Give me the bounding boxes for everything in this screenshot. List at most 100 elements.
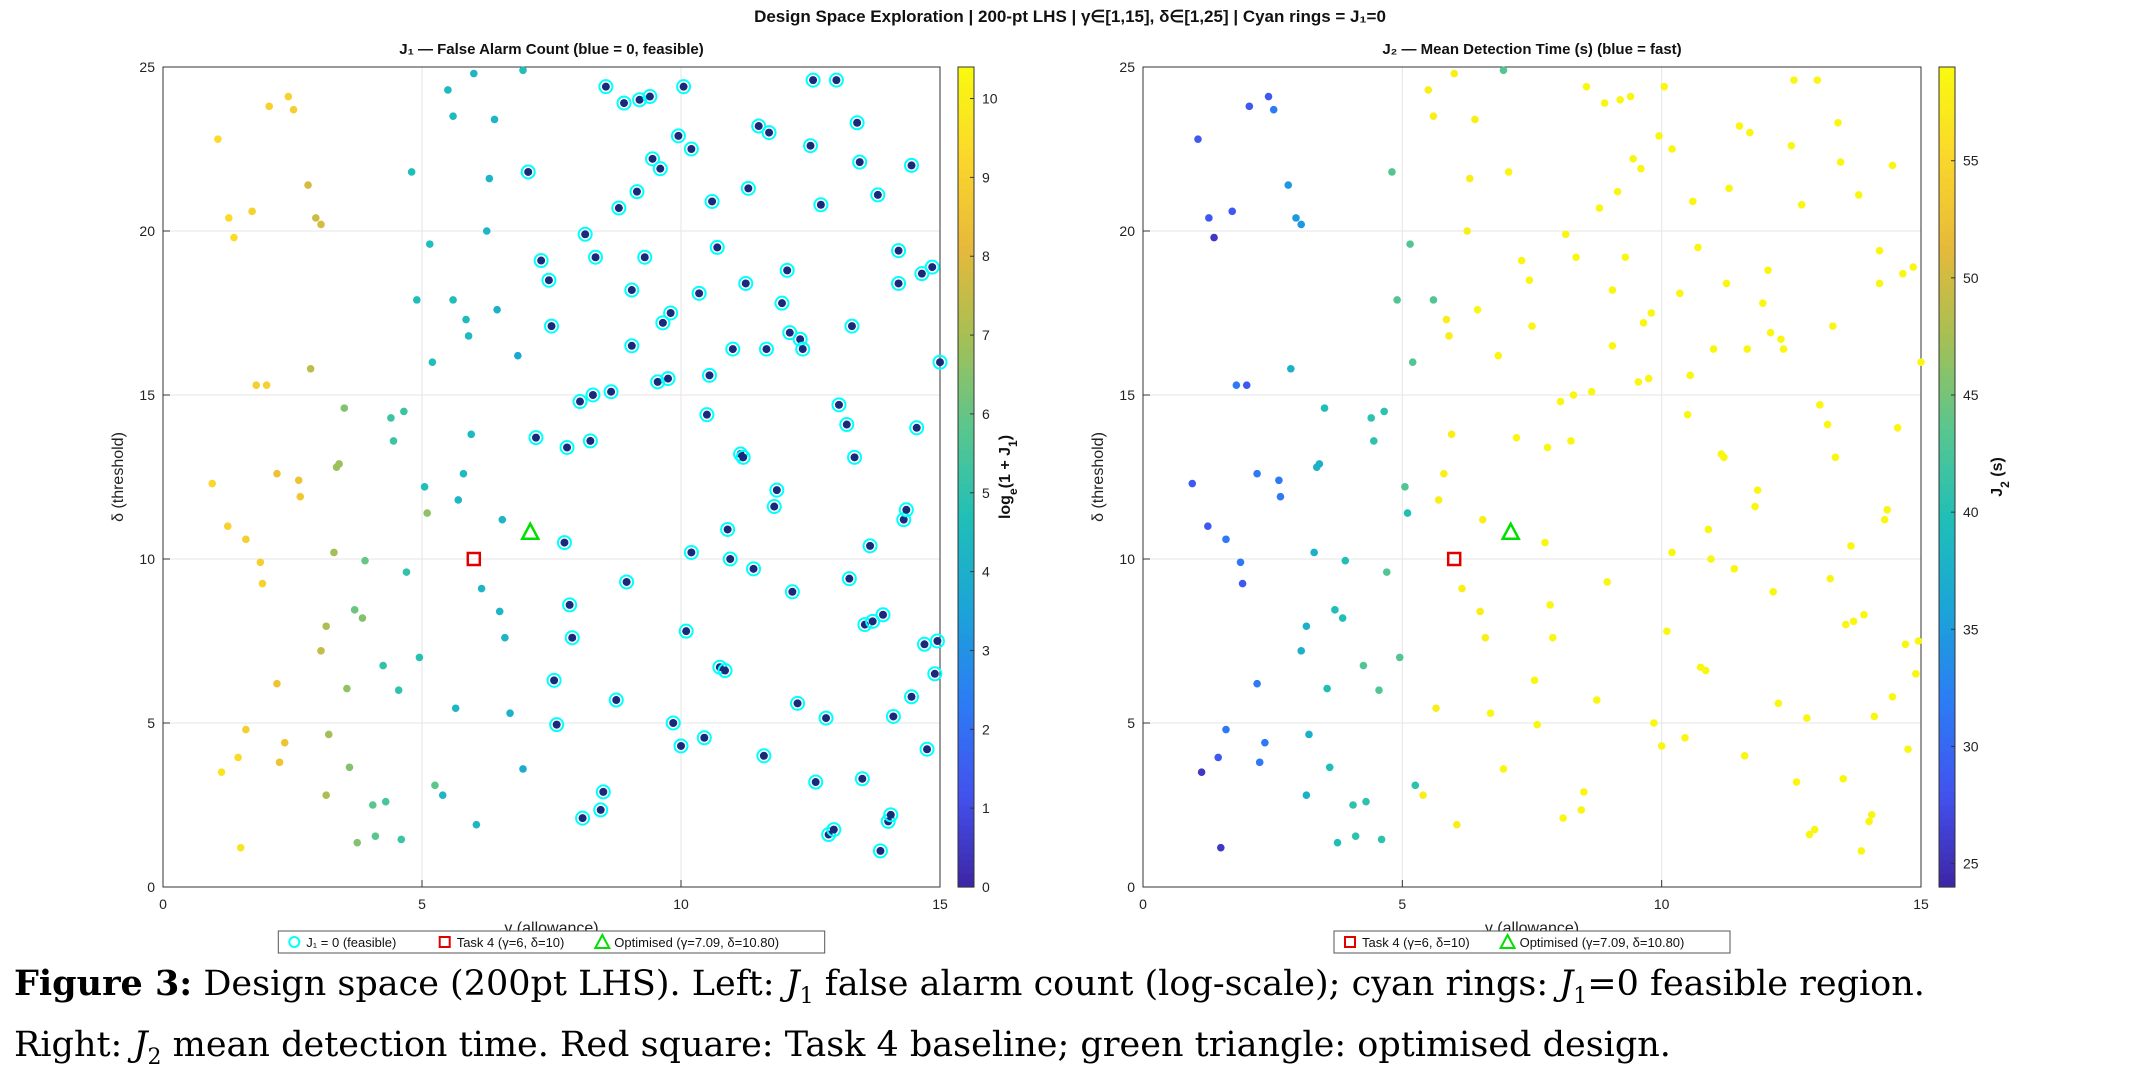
data-point — [343, 684, 351, 693]
legend: J₁ = 0 (feasible) Task 4 (γ=6, δ=10) Optim… — [277, 930, 826, 954]
data-point — [1567, 437, 1575, 445]
data-point — [280, 738, 289, 747]
colorbar-band — [1939, 108, 1955, 116]
feasible-ring — [595, 784, 611, 800]
colorbar-band — [1939, 87, 1955, 95]
colorbar-tick-label: 6 — [982, 406, 990, 422]
caption-j1: J — [785, 964, 800, 1004]
legend-box — [1333, 930, 1731, 954]
data-point — [1238, 579, 1247, 588]
colorbar-band — [958, 333, 974, 341]
x-tick-label: 15 — [932, 896, 948, 912]
data-point — [1463, 227, 1471, 235]
optimised-marker — [1500, 521, 1521, 541]
data-point — [1797, 200, 1806, 209]
data-point — [454, 496, 463, 504]
data-point — [501, 633, 509, 642]
feasible-ring — [735, 449, 751, 465]
colorbar-band — [958, 67, 974, 75]
colorbar-band — [1939, 333, 1955, 341]
data-point — [1709, 345, 1718, 353]
data-point — [1681, 733, 1689, 742]
data-point — [1616, 96, 1624, 104]
data-point — [648, 154, 657, 163]
feasible-ring — [756, 748, 772, 764]
colorbar-tick-label: 25 — [1963, 856, 1979, 872]
data-point — [1769, 588, 1777, 596]
data-point — [524, 167, 533, 176]
y-tick-label: 20 — [1119, 223, 1135, 239]
data-point — [234, 753, 242, 762]
y-tick-label: 10 — [139, 551, 155, 567]
data-point — [640, 253, 649, 262]
caption-j2: J — [133, 1025, 148, 1065]
x-tick-label: 10 — [1654, 896, 1670, 912]
data-point — [1214, 753, 1223, 762]
data-point — [493, 305, 501, 314]
colorbar-band — [958, 354, 974, 362]
feasible-ring — [758, 341, 774, 357]
colorbar-band — [1939, 641, 1955, 649]
data-point — [687, 145, 696, 153]
colorbar-band — [958, 764, 974, 772]
feasible-ring — [619, 574, 635, 590]
colorbar-band — [1939, 210, 1955, 218]
colorbar-band — [1939, 258, 1955, 266]
colorbar-band — [958, 791, 974, 799]
colorbar-frame — [957, 66, 975, 888]
data-point — [917, 269, 926, 278]
colorbar-band — [958, 818, 974, 827]
data-point — [894, 246, 903, 255]
data-point — [1450, 69, 1458, 78]
colorbar-band — [958, 367, 974, 376]
feasible-ring — [875, 607, 891, 623]
colorbar-band — [1939, 538, 1955, 546]
feasible-ring — [616, 95, 632, 111]
data-point — [1569, 391, 1578, 399]
colorbar-band — [958, 108, 974, 116]
data-point — [1660, 82, 1669, 91]
colorbar-tick-label: 30 — [1963, 738, 1979, 754]
data-point — [275, 758, 284, 767]
data-point — [1284, 181, 1293, 189]
colorbar-band — [958, 224, 974, 232]
data-point — [413, 296, 421, 304]
data-point — [1880, 515, 1889, 524]
feasible-ring — [683, 544, 699, 560]
feasible-ring — [556, 535, 572, 551]
data-point — [920, 640, 929, 649]
data-point — [438, 791, 447, 799]
data-point — [1725, 184, 1733, 193]
data-point — [1333, 838, 1342, 847]
colorbar-band — [1939, 777, 1955, 786]
data-point — [1595, 204, 1604, 212]
data-point — [306, 364, 315, 373]
data-point — [402, 568, 411, 576]
data-point — [1338, 614, 1347, 622]
colorbar-band — [958, 839, 974, 847]
colorbar-band — [958, 340, 974, 348]
feasible-ring — [924, 259, 940, 275]
feasible-ring — [717, 663, 733, 679]
data-point — [622, 577, 631, 586]
legend-optimised-symbol — [1498, 932, 1517, 949]
colorbar-band — [1939, 429, 1955, 437]
colorbar-band — [1939, 313, 1955, 321]
feasible-ring — [852, 154, 868, 170]
feasible-ring — [665, 715, 681, 731]
colorbar-band — [1939, 183, 1955, 191]
colorbar-band — [1939, 852, 1955, 861]
colorbar-frame — [1938, 66, 1956, 888]
feasible-ring — [629, 184, 645, 200]
data-point — [1424, 86, 1433, 94]
colorbar-band — [958, 442, 974, 451]
colorbar-band — [1939, 682, 1955, 690]
colorbar-band — [1939, 490, 1955, 499]
colorbar-band — [958, 736, 974, 745]
feasible-ring — [585, 387, 601, 403]
colorbar-band — [958, 313, 974, 321]
data-point — [1432, 704, 1440, 713]
data-point — [1411, 781, 1420, 790]
colorbar-band — [958, 135, 974, 143]
panel-j2: 0 5 10 15 0 5 10 15 20 25 J₂ — Mean Detection Time… — [1090, 41, 2012, 954]
